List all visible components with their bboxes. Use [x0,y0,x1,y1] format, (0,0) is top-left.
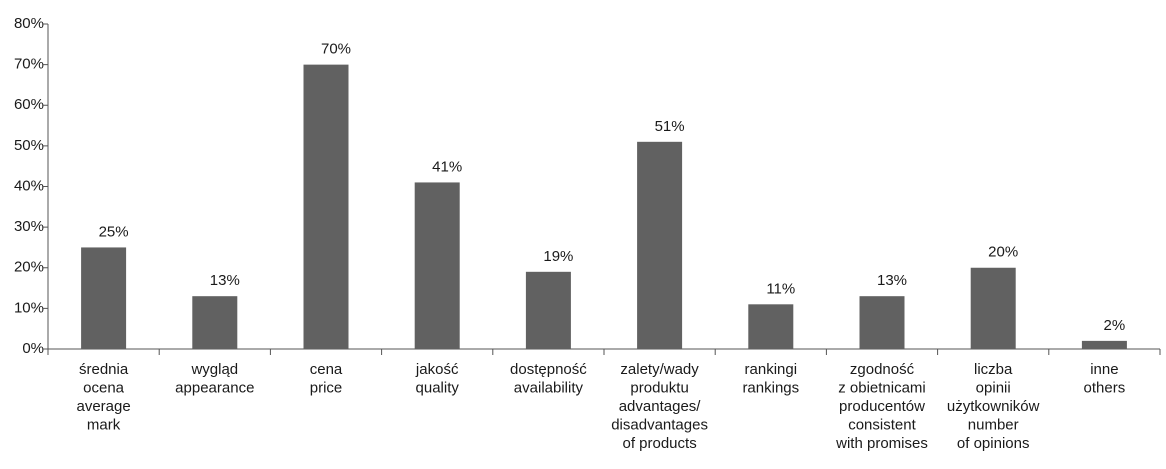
x-tick-label: inne [1090,361,1118,378]
bar [192,296,238,349]
data-label: 11% [766,280,795,297]
bar [748,304,794,349]
bar [859,296,905,349]
data-label: 13% [877,272,907,289]
data-label: 51% [655,118,685,135]
x-tick-label: consistent [848,416,916,433]
data-label: 25% [99,223,129,240]
data-label: 70% [321,41,351,58]
x-tick-label: number [968,416,1019,433]
x-tick-label: advantages/ [619,398,702,415]
x-tick-label: price [310,379,343,396]
x-tick-label: rankingi [745,361,798,378]
x-tick-label: quality [416,379,460,396]
data-label: 20% [988,244,1018,261]
x-tick-label: producentów [839,398,925,415]
bar [637,141,683,349]
y-tick-label: 30% [14,218,44,235]
data-label: 2% [1104,317,1126,334]
bar [303,64,349,349]
x-tick-label: appearance [175,379,254,396]
y-tick-label: 40% [14,177,44,194]
y-tick-label: 80% [14,15,44,32]
x-tick-label: z obietnicami [838,379,926,396]
x-tick-label: with promises [835,435,928,452]
x-tick-label: użytkowników [947,398,1040,415]
x-tick-label: mark [87,416,121,433]
y-tick-label: 60% [14,96,44,113]
x-tick-label: opinii [976,379,1011,396]
x-tick-label: liczba [974,361,1013,378]
x-tick-label: produktu [630,379,688,396]
x-tick-label: of products [622,435,696,452]
data-label: 13% [210,272,240,289]
x-tick-label: zalety/wady [620,361,699,378]
bar [81,247,127,349]
x-tick-label: ocena [83,379,125,396]
x-tick-label: jakość [415,361,459,378]
x-tick-label: zgodność [850,361,915,378]
x-tick-label: availability [514,379,584,396]
x-tick-label: średnia [79,361,129,378]
y-tick-label: 0% [22,340,44,357]
x-tick-label: others [1084,379,1126,396]
y-tick-label: 70% [14,56,44,73]
bar [970,267,1016,349]
x-tick-label: of opinions [957,435,1030,452]
x-tick-label: cena [310,361,343,378]
bar [1081,340,1127,349]
data-label: 19% [543,248,573,265]
bar [414,182,460,349]
y-tick-label: 20% [14,259,44,276]
bar [525,271,571,349]
x-tick-label: disadvantages [611,416,708,433]
x-tick-label: rankings [742,379,799,396]
y-tick-label: 10% [14,299,44,316]
data-label: 41% [432,158,462,175]
x-tick-label: dostępność [510,361,587,378]
y-tick-label: 50% [14,137,44,154]
x-tick-label: wygląd [190,361,238,378]
x-tick-label: average [76,398,130,415]
